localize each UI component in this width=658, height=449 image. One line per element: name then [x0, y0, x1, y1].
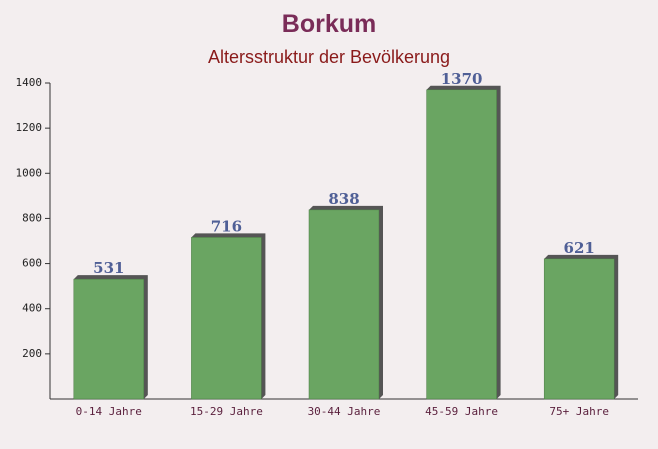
x-tick-label: 30-44 Jahre — [308, 405, 381, 418]
y-tick-label: 1000 — [16, 166, 43, 179]
x-tick-label: 0-14 Jahre — [76, 405, 142, 418]
chart-subtitle: Altersstruktur der Bevölkerung — [208, 47, 450, 67]
value-label: 838 — [328, 190, 359, 208]
x-tick-label: 15-29 Jahre — [190, 405, 263, 418]
value-label: 716 — [211, 217, 242, 235]
bar — [191, 237, 262, 400]
x-tick-label: 75+ Jahre — [549, 405, 609, 418]
bar — [73, 278, 145, 400]
y-tick-label: 200 — [22, 347, 42, 360]
x-tick-label: 45-59 Jahre — [425, 405, 498, 418]
chart-title: Borkum — [282, 10, 376, 38]
value-label: 531 — [93, 259, 124, 277]
value-label: 1370 — [441, 70, 483, 88]
y-tick-label: 800 — [22, 211, 42, 224]
y-tick-label: 400 — [22, 302, 42, 315]
y-tick-label: 1400 — [16, 76, 43, 89]
bar — [426, 89, 497, 400]
y-tick-label: 600 — [22, 257, 42, 270]
bar — [308, 209, 380, 400]
bar — [543, 258, 615, 400]
value-label: 621 — [564, 239, 595, 257]
y-tick-label: 1200 — [16, 121, 43, 134]
